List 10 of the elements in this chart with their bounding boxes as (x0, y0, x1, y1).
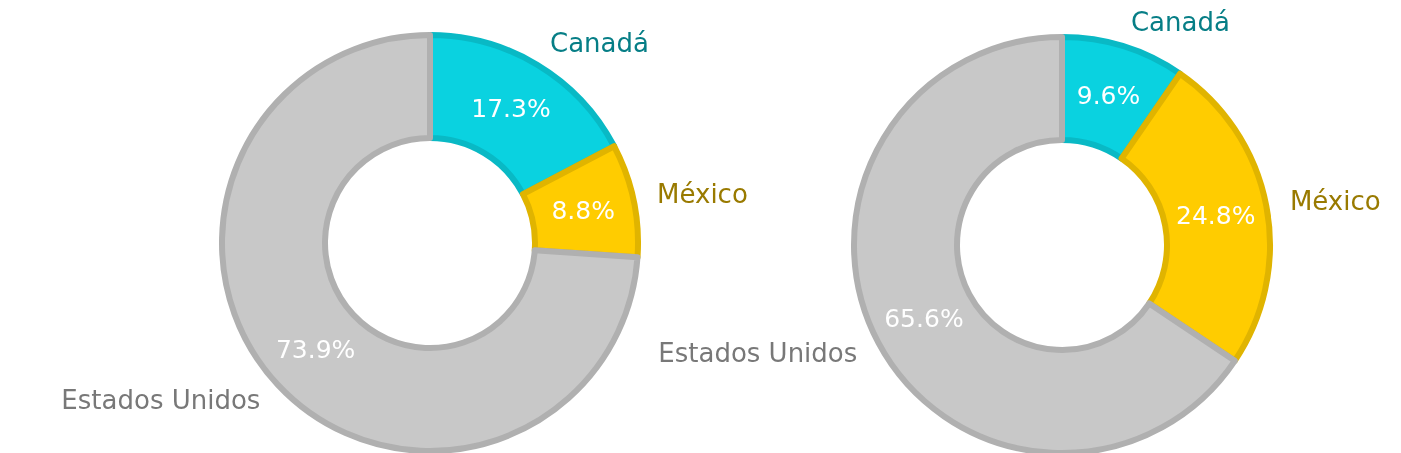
slice-label: Estados Unidos (658, 338, 858, 369)
slice-label: Canadá (1130, 7, 1230, 38)
data-label: 17.3% (471, 94, 551, 124)
slice-label: México (1289, 185, 1381, 216)
slice-label: Estados Unidos (61, 385, 261, 416)
slice-label: México (657, 179, 748, 210)
data-label: 24.8% (1176, 200, 1256, 230)
slice-label: Canadá (549, 28, 649, 59)
data-label: 8.8% (551, 195, 615, 225)
data-label: 9.6% (1076, 80, 1141, 110)
